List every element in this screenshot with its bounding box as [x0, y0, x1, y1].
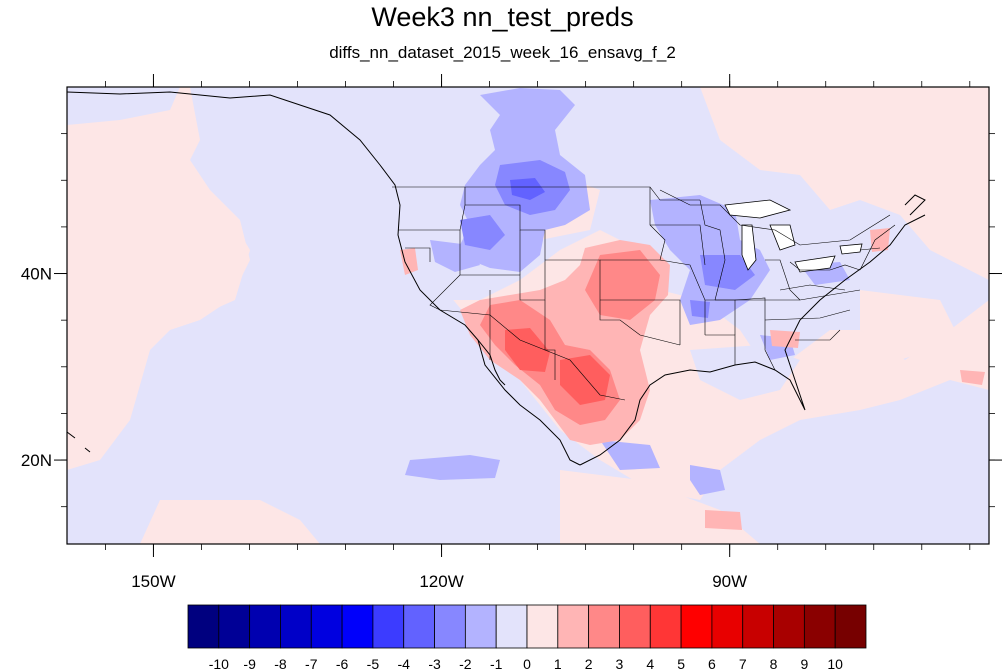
- colorbar-swatch: [803, 604, 836, 649]
- colorbar-swatch: [557, 604, 590, 649]
- coastlines: [67, 91, 926, 466]
- colorbar-labels: -10 -9 -8 -7 -6 -5 -4 -3 -2 -1 0 1 2 3 4 5 6 7 8 9 10: [209, 656, 843, 672]
- colorbar-label: -2: [459, 656, 472, 672]
- colorbar-swatch: [834, 604, 867, 649]
- lat-tick-label: 20N: [21, 451, 52, 470]
- colorbar-swatch: [372, 604, 405, 649]
- colorbar-label: 0: [523, 656, 531, 672]
- colorbar-swatch: [434, 604, 466, 649]
- colorbar-swatch: [711, 604, 744, 649]
- colorbar-swatch: [526, 604, 559, 649]
- colorbar-swatch: [403, 604, 435, 649]
- colorbar-label: -7: [305, 656, 318, 672]
- colorbar-label: 6: [708, 656, 716, 672]
- colorbar-swatch: [280, 604, 312, 649]
- colorbar-label: -6: [336, 656, 349, 672]
- minor-ticks: [61, 81, 995, 550]
- major-ticks: [54, 74, 1002, 557]
- colorbar: [187, 604, 867, 649]
- map-title: Week3 nn_test_preds: [371, 2, 634, 32]
- colorbar-label: -1: [490, 656, 503, 672]
- anomaly-minus4-regions: [510, 178, 545, 200]
- colorbar-swatch: [464, 604, 497, 649]
- colorbar-label: -3: [428, 656, 441, 672]
- colorbar-swatch: [341, 604, 374, 649]
- international-borders: [439, 189, 891, 401]
- colorbar-label: 1: [554, 656, 562, 672]
- colorbar-swatch: [773, 604, 805, 649]
- colorbar-swatch: [187, 604, 220, 649]
- colorbar-swatch: [619, 604, 651, 649]
- lon-tick-label: 150W: [131, 572, 175, 591]
- colorbar-swatch: [680, 604, 713, 649]
- colorbar-swatch: [742, 604, 774, 649]
- colorbar-label: 4: [646, 656, 654, 672]
- colorbar-swatch: [310, 604, 343, 649]
- lon-tick-label: 120W: [419, 572, 463, 591]
- colorbar-label: 2: [585, 656, 593, 672]
- map-frame: [66, 86, 990, 545]
- map-subtitle: diffs_nn_dataset_2015_week_16_ensavg_f_2: [329, 43, 676, 62]
- colorbar-label: -10: [209, 656, 229, 672]
- colorbar-label: 8: [770, 656, 778, 672]
- tick-labels: 150W 120W 90W 40N 20N: [21, 265, 747, 591]
- lon-tick-label: 90W: [712, 572, 747, 591]
- colorbar-label: -8: [274, 656, 287, 672]
- great-lakes: [724, 199, 863, 273]
- colorbar-label: -4: [398, 656, 411, 672]
- colorbar-swatch: [649, 604, 682, 649]
- colorbar-label: 7: [739, 656, 747, 672]
- anomaly-field: [67, 87, 989, 544]
- colorbar-swatch: [218, 604, 251, 649]
- colorbar-swatch: [495, 604, 528, 649]
- colorbar-label: -9: [243, 656, 256, 672]
- colorbar-label: -5: [367, 656, 380, 672]
- colorbar-label: 9: [800, 656, 808, 672]
- colorbar-swatch: [588, 604, 620, 649]
- colorbar-label: 10: [827, 656, 843, 672]
- lat-tick-label: 40N: [21, 265, 52, 284]
- colorbar-label: 5: [677, 656, 685, 672]
- colorbar-swatch: [249, 604, 281, 649]
- anomaly-minus3-regions: [460, 160, 755, 318]
- colorbar-label: 3: [616, 656, 624, 672]
